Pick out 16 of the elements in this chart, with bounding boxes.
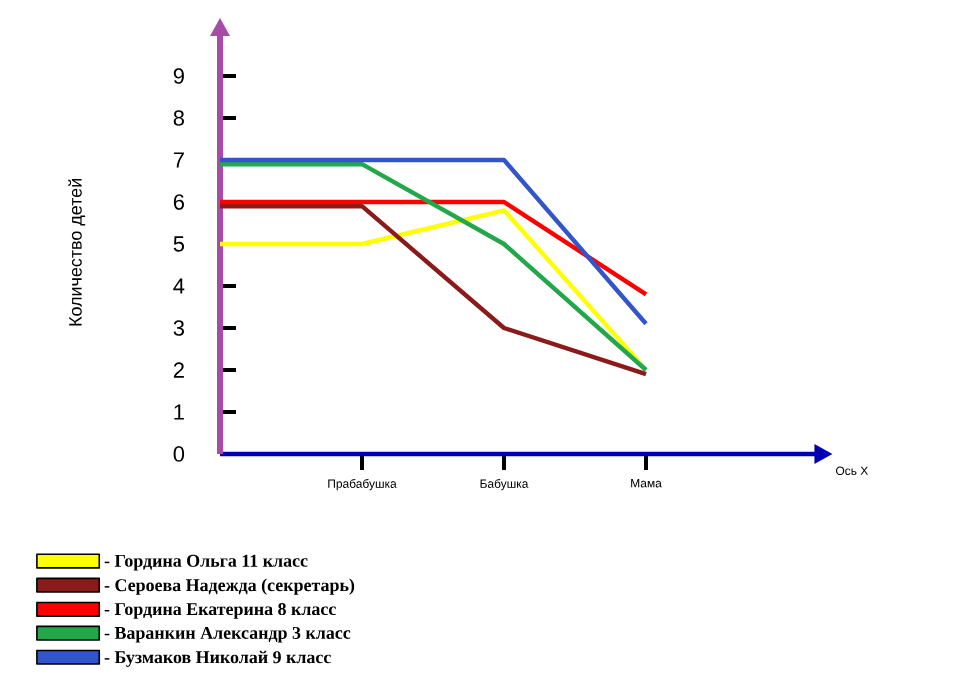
y-tick-label: 2 <box>173 362 184 378</box>
y-tick-label: 0 <box>173 446 185 462</box>
legend-label: - Бузмаков Николай 9 класс <box>104 650 331 667</box>
y-tick-label: 1 <box>174 404 184 420</box>
legend-label: - Гордина Ольга 11 класс <box>104 554 308 571</box>
y-tick-label: 6 <box>173 194 184 210</box>
y-tick-label: 7 <box>173 152 184 168</box>
legend-label: - Гордина Екатерина 8 класс <box>104 602 336 619</box>
y-tick-label: 5 <box>173 236 185 252</box>
y-tick-label: 3 <box>173 320 184 336</box>
y-tick-label: 4 <box>173 278 185 294</box>
y-axis-title: Количество детей <box>68 179 86 326</box>
legend-label: - Сероева Надежда (секретарь) <box>104 578 355 595</box>
y-tick-label: 8 <box>173 110 184 126</box>
y-tick-label: 9 <box>173 68 184 84</box>
legend-label: - Варанкин Александр 3 класс <box>104 626 351 643</box>
